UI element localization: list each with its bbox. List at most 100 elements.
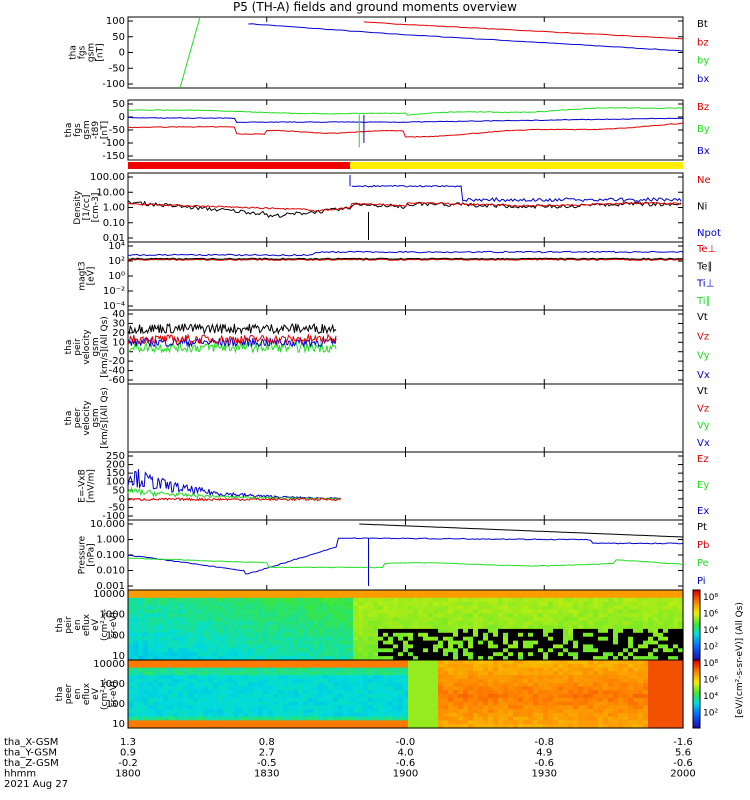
- heatmap-cell: [353, 682, 359, 688]
- heatmap-cell: [443, 640, 449, 646]
- heatmap-cell: [453, 656, 459, 661]
- heatmap-cell: [328, 632, 334, 638]
- heatmap-cell: [673, 712, 679, 718]
- heatmap-cell: [438, 632, 444, 638]
- heatmap-cell: [203, 716, 209, 722]
- heatmap-cell: [383, 625, 389, 630]
- ytick-label: 1.000: [96, 535, 125, 546]
- heatmap-cell: [393, 663, 399, 669]
- heatmap-cell: [238, 694, 244, 699]
- heatmap-cell: [273, 609, 279, 614]
- heatmap-cell: [643, 632, 649, 638]
- heatmap-cell: [393, 621, 399, 626]
- heatmap-cell: [408, 671, 414, 676]
- heatmap-cell: [588, 675, 594, 680]
- heatmap-cell: [633, 632, 639, 638]
- heatmap-cell: [413, 644, 419, 649]
- heatmap-cell: [438, 697, 444, 703]
- heatmap-cell: [498, 601, 504, 607]
- heatmap-cell: [243, 663, 249, 669]
- heatmap-cell: [538, 613, 544, 618]
- heatmap-cell: [633, 593, 639, 599]
- heatmap-cell: [538, 671, 544, 676]
- heatmap-cell: [518, 605, 524, 611]
- heatmap-cell: [618, 716, 624, 722]
- heatmap-cell: [333, 648, 339, 653]
- heatmap-cell: [523, 613, 529, 618]
- heatmap-cell: [673, 675, 679, 680]
- heatmap-cell: [208, 690, 214, 695]
- heatmap-cell: [148, 675, 154, 680]
- heatmap-cell: [598, 686, 604, 691]
- heatmap-cell: [168, 678, 174, 684]
- heatmap-cell: [298, 720, 304, 725]
- heatmap-cell: [153, 686, 159, 691]
- heatmap-cell: [543, 636, 549, 642]
- heatmap-cell: [193, 660, 199, 665]
- heatmap-cell: [393, 628, 399, 634]
- heatmap-cell: [418, 671, 424, 676]
- heatmap-cell: [368, 609, 374, 614]
- legend-entry: bx: [697, 74, 709, 85]
- heatmap-cell: [223, 678, 229, 684]
- colorbar-cell: [693, 690, 700, 693]
- heatmap-cell: [573, 671, 579, 676]
- heatmap-cell: [388, 720, 394, 725]
- heatmap-cell: [518, 601, 524, 607]
- heatmap-cell: [583, 690, 589, 695]
- heatmap-cell: [253, 660, 259, 665]
- ytick-label: 30: [112, 318, 125, 329]
- heatmap-cell: [253, 697, 259, 703]
- heatmap-cell: [668, 709, 674, 714]
- heatmap-cell: [598, 644, 604, 649]
- heatmap-cell: [658, 705, 664, 710]
- heatmap-cell: [333, 652, 339, 657]
- heatmap-cell: [518, 648, 524, 653]
- heatmap-cell: [153, 678, 159, 684]
- heatmap-cell: [493, 628, 499, 634]
- heatmap-cell: [553, 597, 559, 603]
- heatmap-cell: [128, 621, 134, 626]
- heatmap-cell: [513, 682, 519, 688]
- heatmap-cell: [193, 652, 199, 657]
- heatmap-cell: [378, 617, 384, 622]
- heatmap-cell: [138, 724, 144, 729]
- heatmap-cell: [643, 617, 649, 622]
- heatmap-cell: [128, 690, 134, 695]
- heatmap-cell: [238, 609, 244, 614]
- heatmap-cell: [548, 621, 554, 626]
- heatmap-cell: [293, 656, 299, 661]
- heatmap-cell: [348, 667, 354, 672]
- heatmap-cell: [533, 628, 539, 634]
- heatmap-cell: [413, 613, 419, 618]
- heatmap-cell: [158, 682, 164, 688]
- y-axis-label-line: velocity: [82, 329, 92, 365]
- heatmap-cell: [453, 682, 459, 688]
- heatmap-cell: [623, 724, 629, 729]
- heatmap-cell: [183, 648, 189, 653]
- heatmap-cell: [408, 617, 414, 622]
- heatmap-cell: [568, 628, 574, 634]
- heatmap-cell: [428, 724, 434, 729]
- heatmap-cell: [588, 644, 594, 649]
- colorbar-cell: [693, 642, 700, 645]
- heatmap-cell: [143, 593, 149, 599]
- heatmap-cell: [453, 652, 459, 657]
- heatmap-cell: [178, 694, 184, 699]
- heatmap-cell: [258, 660, 264, 665]
- heatmap-cell: [128, 660, 134, 665]
- heatmap-cell: [233, 720, 239, 725]
- heatmap-cell: [598, 652, 604, 657]
- heatmap-cell: [168, 724, 174, 729]
- heatmap-cell: [243, 656, 249, 661]
- heatmap-cell: [623, 663, 629, 669]
- heatmap-cell: [433, 632, 439, 638]
- xaxis-date: 2021 Aug 27: [4, 779, 68, 790]
- heatmap-cell: [663, 609, 669, 614]
- heatmap-cell: [293, 640, 299, 646]
- heatmap-cell: [398, 648, 404, 653]
- heatmap-cell: [343, 705, 349, 710]
- heatmap-cell: [203, 597, 209, 603]
- heatmap-cell: [458, 597, 464, 603]
- heatmap-cell: [278, 724, 284, 729]
